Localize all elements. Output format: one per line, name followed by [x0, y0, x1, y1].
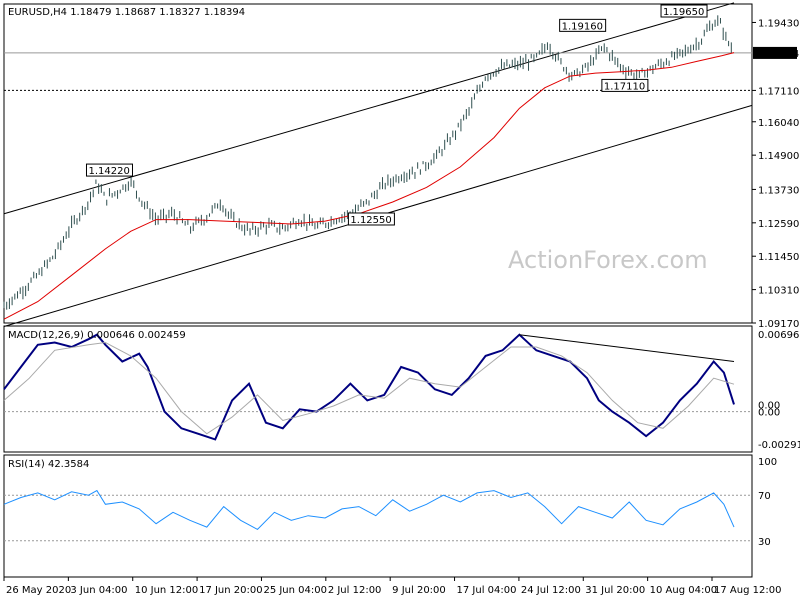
price-tag-box [753, 46, 797, 59]
chart-title: EURUSD,H4 1.18479 1.18687 1.18327 1.1839… [8, 7, 245, 18]
rsi-tick-label: 70 [758, 491, 771, 502]
macd-tick-label: -0.002913 [758, 440, 800, 451]
annotation-label: 1.19650 [663, 7, 704, 18]
moving-average-line [3, 52, 735, 320]
price-tick-label: 1.17110 [758, 86, 799, 97]
time-label: 17 Jun 20:00 [199, 585, 263, 596]
annotation-box [347, 212, 395, 226]
price-tick-label: 1.12590 [758, 219, 799, 230]
watermark: ActionForex.com [508, 246, 708, 274]
price-tick-label: 1.14900 [758, 151, 799, 162]
panel-frame-2 [3, 454, 753, 578]
rsi-tick-label: 30 [758, 537, 771, 548]
price-tick-label: 1.19430 [758, 18, 799, 29]
time-label: 10 Aug 04:00 [650, 585, 717, 596]
annotation-box [601, 78, 649, 92]
time-label: 24 Jul 12:00 [521, 585, 581, 596]
rsi-line [3, 489, 735, 531]
time-label: 10 Jun 12:00 [135, 585, 199, 596]
annotation-label: 1.12550 [350, 215, 391, 226]
price-tick-label: 1.10310 [758, 286, 799, 297]
macd-trendline [519, 334, 735, 362]
time-label: 26 May 2020 [6, 585, 71, 596]
annotation-label: 1.14220 [88, 166, 129, 177]
macd-line [3, 333, 735, 441]
panel-frame-1 [3, 325, 753, 453]
time-label: 25 Jun 04:00 [263, 585, 327, 596]
annotation-label: 1.17110 [604, 81, 645, 92]
macd-tick-label: 0.006966 [758, 330, 800, 341]
price-tick-label: 1.09170 [758, 319, 799, 330]
macd-title: MACD(12,26,9) 0.000646 0.002459 [8, 330, 186, 341]
channel-upper-line [3, 2, 735, 215]
annotation-box [559, 18, 607, 32]
macd-tick-label: 0.00 [758, 400, 780, 411]
annotation-box [660, 4, 708, 18]
time-label: 9 Jul 20:00 [392, 585, 446, 596]
price-tag-label: 1.18394 [758, 49, 799, 60]
rsi-tick-label: 100 [758, 457, 777, 468]
annotation-box [85, 163, 133, 177]
time-label: 3 Jun 04:00 [70, 585, 127, 596]
annotation-label: 1.19160 [562, 21, 603, 32]
price-tick-label: 1.13730 [758, 185, 799, 196]
panel-frame-0 [3, 3, 753, 324]
time-label: 17 Aug 12:00 [714, 585, 781, 596]
time-label: 2 Jul 12:00 [328, 585, 382, 596]
macd-signal-line [3, 341, 735, 435]
time-label: 31 Jul 20:00 [585, 585, 645, 596]
time-label: 17 Jul 04:00 [457, 585, 517, 596]
price-tick-label: 1.16040 [758, 118, 799, 129]
macd-tick-label: 0.00 [758, 408, 780, 419]
price-tick-label: 1.11450 [758, 252, 799, 263]
rsi-title: RSI(14) 42.3584 [8, 459, 89, 470]
